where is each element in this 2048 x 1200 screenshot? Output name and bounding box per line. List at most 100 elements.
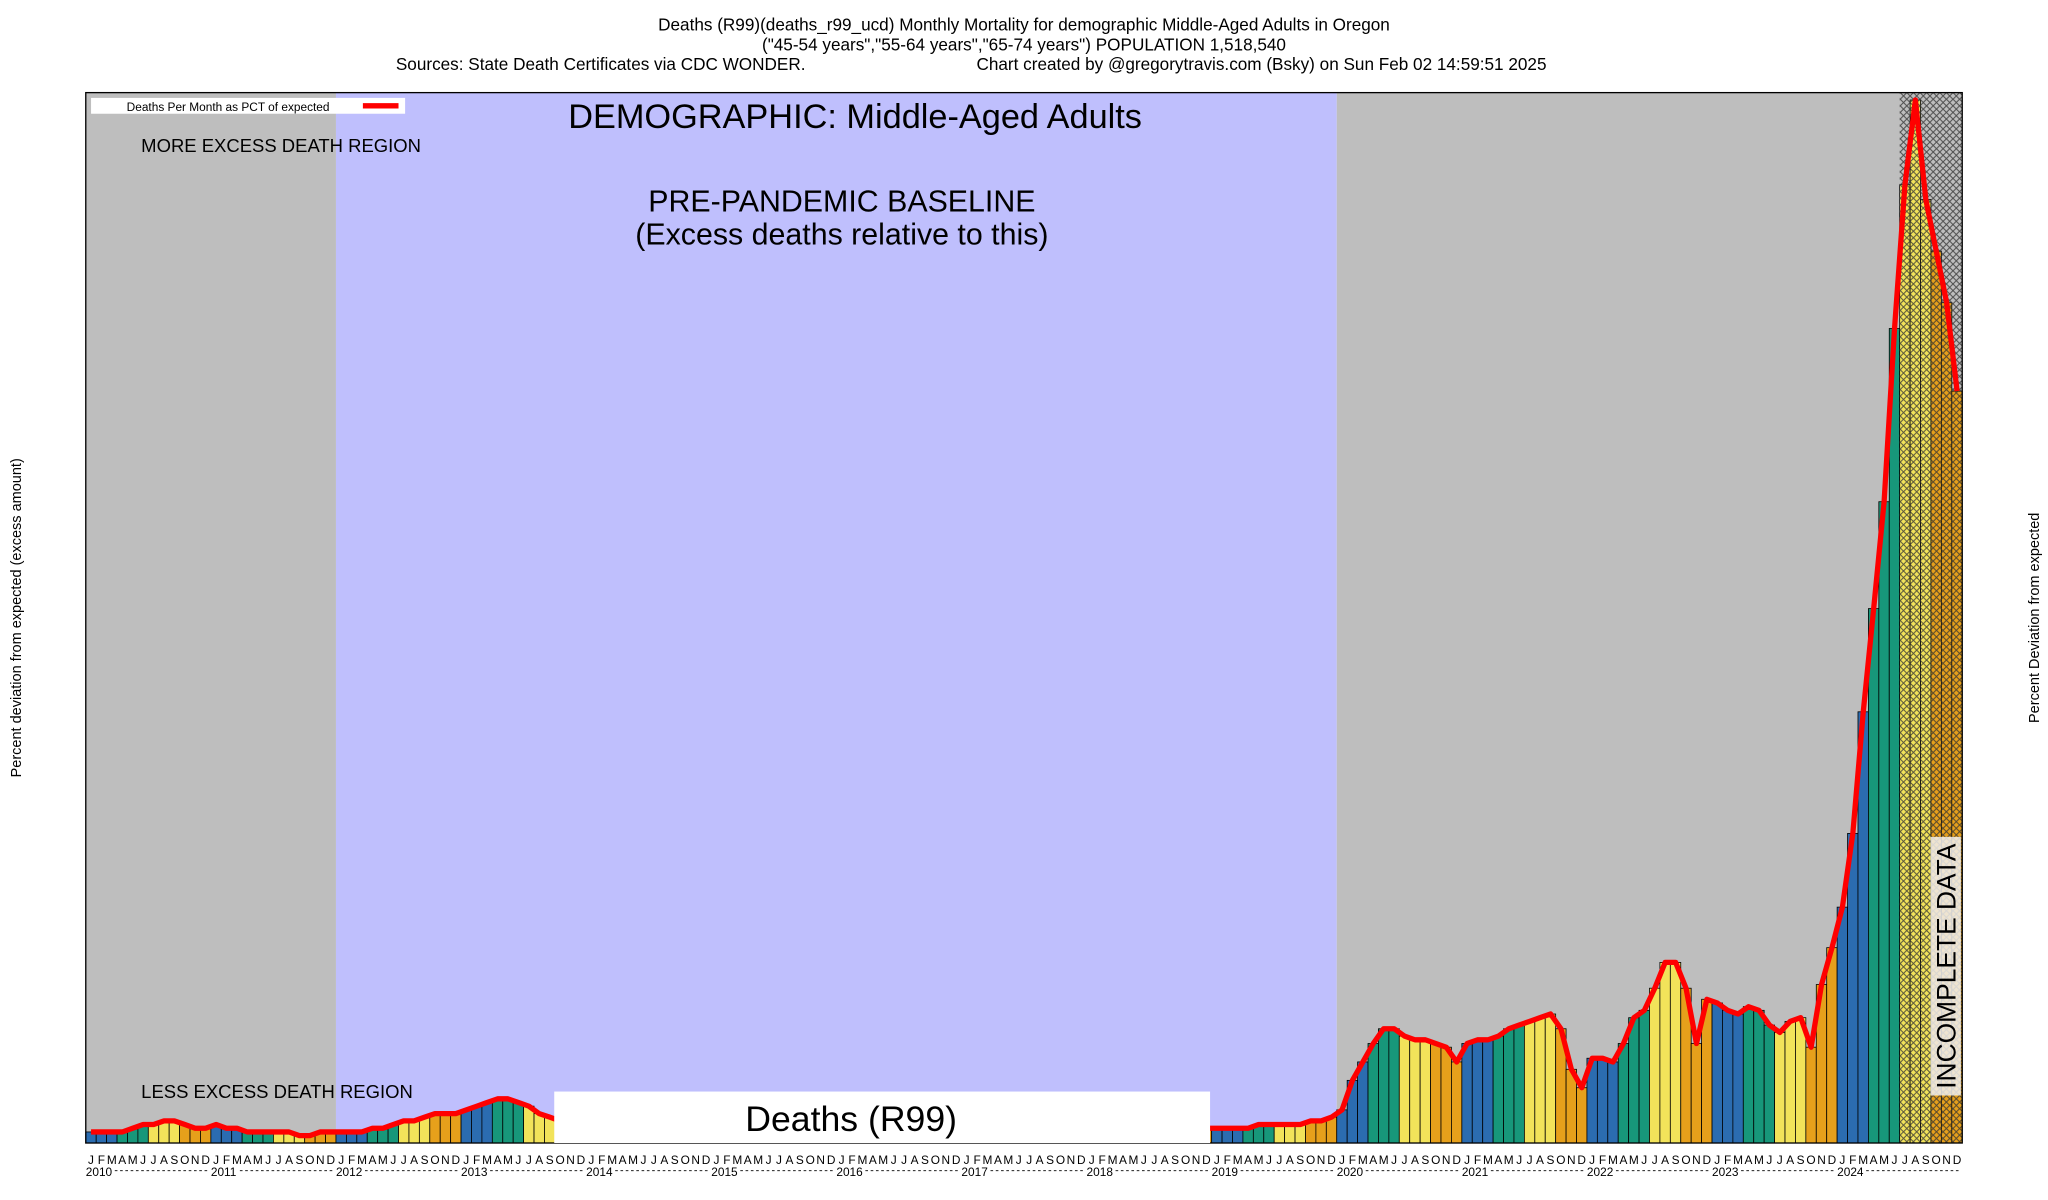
x-tick-label: D <box>326 1153 335 1167</box>
bar <box>1430 1043 1442 1144</box>
bar <box>1888 328 1901 1144</box>
bar <box>1617 1043 1630 1144</box>
x-tick-label: N <box>942 1153 951 1167</box>
x-tick-label: D <box>1202 1153 1211 1167</box>
x-tick-label: N <box>1442 1153 1451 1167</box>
x-tick-label: A <box>410 1153 418 1167</box>
year-label: 2012 <box>336 1165 362 1179</box>
x-tick-label: S <box>1672 1153 1680 1167</box>
x-tick-label: J <box>1641 1153 1647 1167</box>
year-label: 2017 <box>961 1165 987 1179</box>
x-tick-label: M <box>628 1153 638 1167</box>
x-tick-label: J <box>1902 1153 1908 1167</box>
x-tick-label: J <box>1026 1153 1032 1167</box>
x-tick-label: S <box>170 1153 178 1167</box>
x-tick-label: F <box>1849 1153 1856 1167</box>
legend-box <box>91 97 406 114</box>
x-tick-label: D <box>702 1153 711 1167</box>
bar <box>481 1102 493 1144</box>
x-tick-label: J <box>276 1153 282 1167</box>
x-tick-label: M <box>1379 1153 1389 1167</box>
x-tick-label: O <box>1932 1153 1941 1167</box>
year-label: 2021 <box>1462 1165 1489 1179</box>
bar <box>1273 1124 1286 1144</box>
year-label: 2013 <box>461 1165 488 1179</box>
bar <box>1294 1124 1306 1144</box>
bar <box>1732 1013 1744 1144</box>
x-tick-label: D <box>452 1153 461 1167</box>
x-tick-label: J <box>839 1153 845 1167</box>
bar <box>1419 1039 1431 1144</box>
x-tick-label: F <box>473 1153 480 1167</box>
x-tick-label: F <box>723 1153 730 1167</box>
x-tick-label: J <box>401 1153 407 1167</box>
bar <box>1628 1017 1640 1144</box>
year-label: 2020 <box>1337 1165 1364 1179</box>
x-tick-label: A <box>911 1153 919 1167</box>
baseline-label: PRE-PANDEMIC BASELINE <box>648 185 1035 218</box>
x-tick-label: A <box>494 1153 502 1167</box>
x-tick-label: M <box>1754 1153 1764 1167</box>
bar <box>1576 1087 1588 1144</box>
x-tick-label: J <box>1714 1153 1720 1167</box>
x-tick-label: M <box>232 1153 242 1167</box>
bar <box>1638 1009 1650 1144</box>
year-label: 2024 <box>1837 1165 1864 1179</box>
x-tick-label: A <box>1536 1153 1544 1167</box>
x-tick-label: O <box>305 1153 314 1167</box>
x-tick-label: M <box>1003 1153 1013 1167</box>
x-tick-label: A <box>1244 1153 1252 1167</box>
bar <box>1596 1057 1609 1144</box>
x-tick-label: S <box>1797 1153 1805 1167</box>
x-tick-label: J <box>1589 1153 1595 1167</box>
x-tick-label: A <box>1786 1153 1794 1167</box>
baseline-note: (Excess deaths relative to this) <box>635 218 1048 251</box>
x-tick-label: J <box>515 1153 521 1167</box>
x-tick-label: S <box>546 1153 554 1167</box>
bar <box>460 1109 472 1144</box>
x-tick-label: N <box>1942 1153 1951 1167</box>
x-tick-label: J <box>588 1153 594 1167</box>
bar <box>1503 1028 1515 1144</box>
x-tick-label: N <box>816 1153 825 1167</box>
x-tick-label: M <box>107 1153 117 1167</box>
x-tick-label: J <box>964 1153 970 1167</box>
year-label: 2016 <box>836 1165 863 1179</box>
x-tick-label: M <box>607 1153 617 1167</box>
x-tick-label: F <box>1474 1153 1481 1167</box>
x-tick-label: O <box>681 1153 690 1167</box>
cause-label: Deaths (R99) <box>745 1099 957 1139</box>
x-tick-label: A <box>1494 1153 1502 1167</box>
x-tick-label: M <box>503 1153 513 1167</box>
cause-box <box>554 1091 1211 1144</box>
x-tick-label: M <box>1608 1153 1618 1167</box>
demographic-label: DEMOGRAPHIC: Middle-Aged Adults <box>568 98 1142 136</box>
x-tick-label: J <box>390 1153 396 1167</box>
x-tick-label: A <box>1745 1153 1753 1167</box>
year-label: 2010 <box>86 1165 113 1179</box>
bar <box>1826 947 1838 1144</box>
x-tick-label: S <box>1421 1153 1429 1167</box>
region-more-label: MORE EXCESS DEATH REGION <box>141 135 421 156</box>
x-tick-label: J <box>1891 1153 1897 1167</box>
year-label: 2019 <box>1212 1165 1239 1179</box>
x-tick-label: J <box>651 1153 657 1167</box>
x-tick-label: D <box>1577 1153 1586 1167</box>
bar <box>533 1113 545 1144</box>
x-tick-label: J <box>1151 1153 1157 1167</box>
x-tick-label: J <box>901 1153 907 1167</box>
x-tick-label: F <box>848 1153 855 1167</box>
bar <box>471 1105 483 1144</box>
bar <box>1711 1002 1723 1144</box>
bar <box>450 1113 462 1144</box>
bar <box>439 1113 452 1144</box>
x-tick-label: F <box>348 1153 355 1167</box>
year-label: 2011 <box>211 1165 237 1179</box>
x-tick-label: J <box>338 1153 344 1167</box>
bar <box>1523 1020 1536 1144</box>
x-tick-label: A <box>535 1153 543 1167</box>
legend-label: Deaths Per Month as PCT of expected <box>127 100 330 114</box>
x-tick-label: O <box>931 1153 940 1167</box>
x-tick-label: N <box>316 1153 325 1167</box>
bar <box>1440 1046 1452 1144</box>
